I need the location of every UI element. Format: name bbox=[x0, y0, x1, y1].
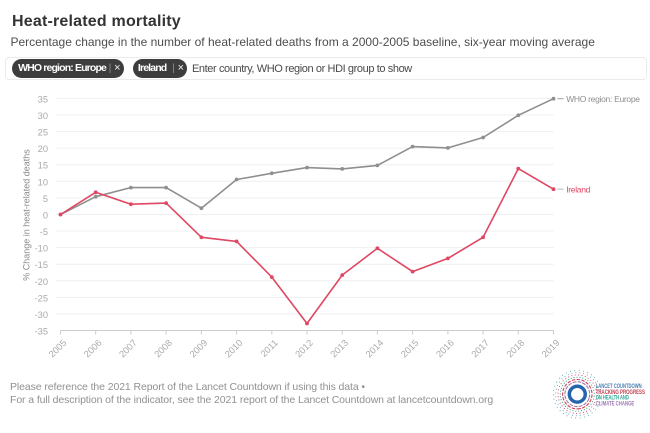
svg-text:WHO region: Europe: WHO region: Europe bbox=[566, 94, 640, 104]
svg-text:5: 5 bbox=[43, 194, 48, 204]
svg-text:-10: -10 bbox=[35, 244, 48, 254]
svg-text:2008: 2008 bbox=[152, 338, 174, 360]
svg-text:-15: -15 bbox=[35, 260, 48, 270]
svg-text:35: 35 bbox=[38, 94, 48, 104]
svg-text:ON HEALTH AND: ON HEALTH AND bbox=[596, 395, 629, 402]
svg-text:2017: 2017 bbox=[469, 338, 491, 360]
svg-text:20: 20 bbox=[38, 144, 48, 154]
svg-text:-5: -5 bbox=[40, 227, 48, 237]
svg-text:10: 10 bbox=[38, 177, 48, 187]
svg-text:2005: 2005 bbox=[47, 338, 69, 360]
svg-text:CLIMATE CHANGE: CLIMATE CHANGE bbox=[596, 401, 635, 408]
svg-text:2015: 2015 bbox=[399, 338, 421, 360]
svg-text:2012: 2012 bbox=[293, 338, 315, 360]
svg-text:2009: 2009 bbox=[188, 338, 210, 360]
svg-text:-35: -35 bbox=[35, 327, 48, 337]
svg-text:-25: -25 bbox=[35, 293, 48, 303]
svg-text:2011: 2011 bbox=[259, 338, 280, 359]
svg-text:-30: -30 bbox=[35, 310, 48, 320]
svg-text:30: 30 bbox=[38, 111, 48, 121]
svg-text:2007: 2007 bbox=[117, 338, 139, 360]
svg-text:2010: 2010 bbox=[223, 338, 245, 360]
svg-text:% Change in heat-related death: % Change in heat-related deaths bbox=[22, 149, 32, 281]
svg-text:-20: -20 bbox=[35, 277, 48, 287]
svg-text:25: 25 bbox=[38, 128, 48, 138]
svg-text:2019: 2019 bbox=[540, 338, 562, 360]
svg-text:15: 15 bbox=[38, 161, 48, 171]
svg-text:0: 0 bbox=[43, 211, 48, 221]
svg-text:2018: 2018 bbox=[505, 338, 527, 360]
svg-text:TRACKING PROGRESS: TRACKING PROGRESS bbox=[596, 389, 646, 396]
svg-text:2013: 2013 bbox=[329, 338, 351, 360]
svg-text:2006: 2006 bbox=[82, 338, 104, 360]
svg-text:Ireland: Ireland bbox=[566, 184, 590, 194]
svg-text:LANCET COUNTDOWN: LANCET COUNTDOWN bbox=[596, 383, 642, 390]
svg-text:2016: 2016 bbox=[434, 338, 456, 360]
svg-text:2014: 2014 bbox=[364, 338, 386, 360]
